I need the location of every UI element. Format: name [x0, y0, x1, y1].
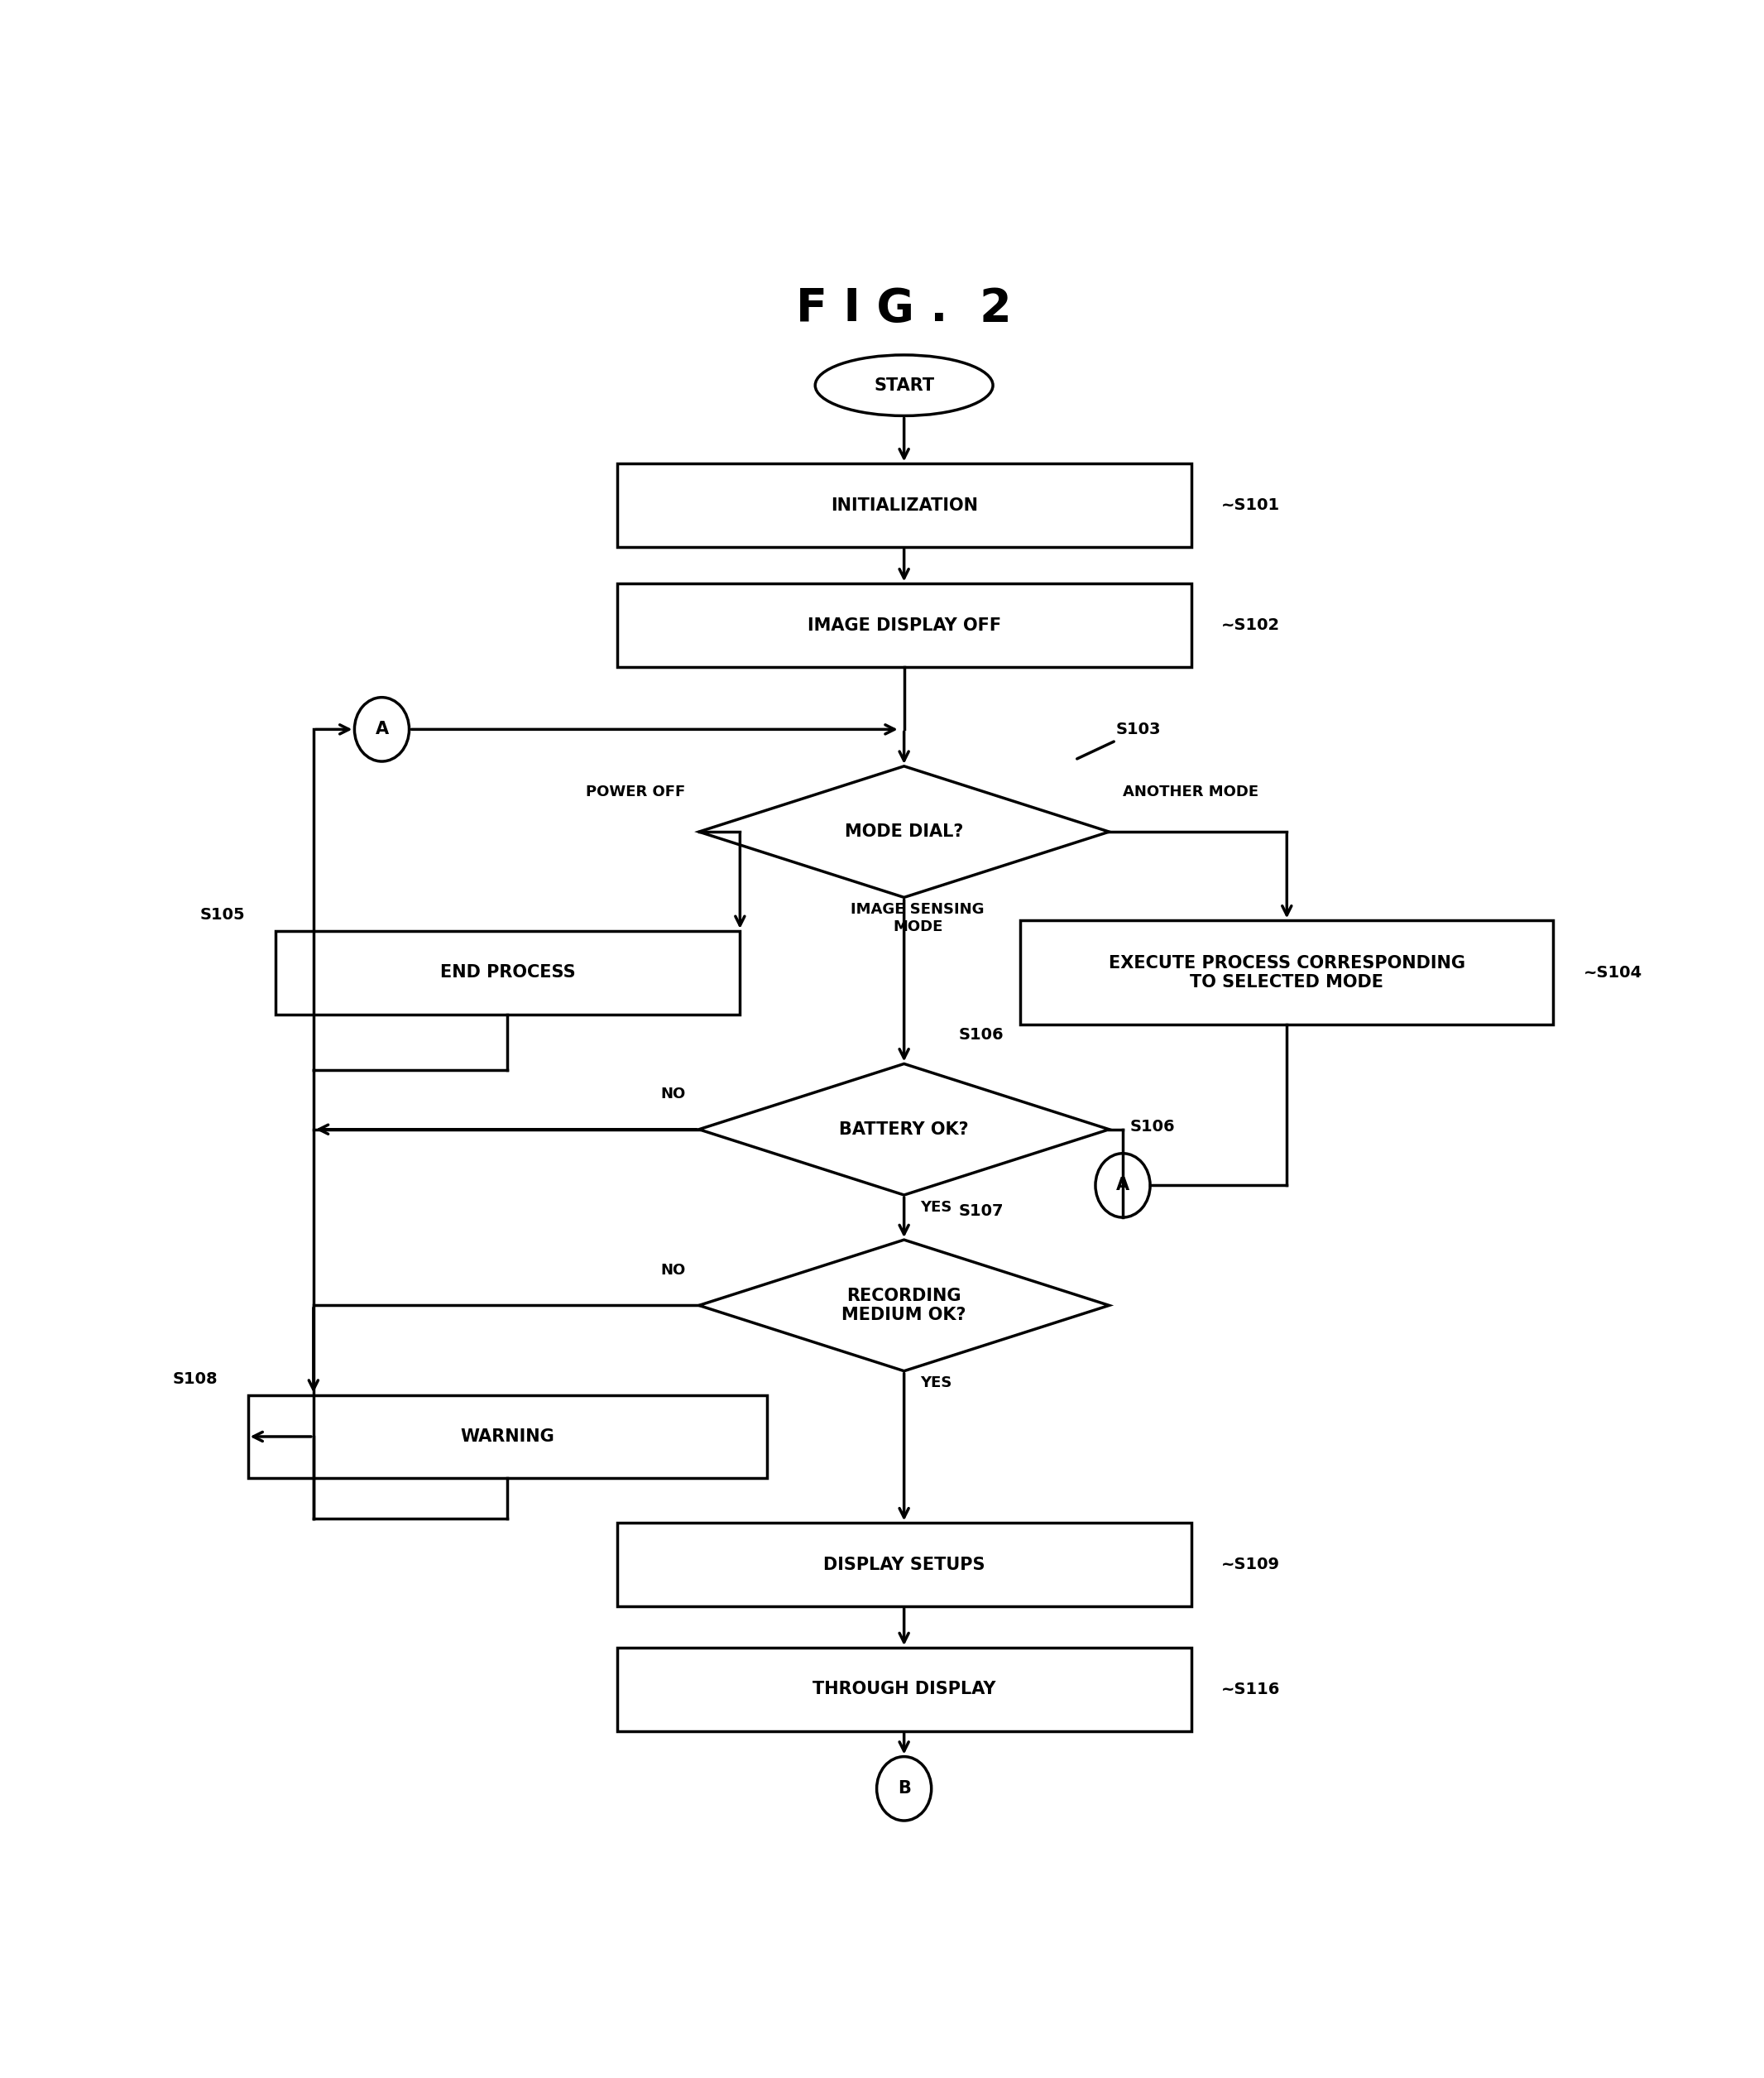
Text: A: A — [376, 721, 388, 738]
Text: A: A — [1117, 1176, 1129, 1193]
Text: S105: S105 — [199, 908, 245, 923]
Text: ~S109: ~S109 — [1221, 1556, 1281, 1573]
Text: RECORDING
MEDIUM OK?: RECORDING MEDIUM OK? — [841, 1288, 967, 1324]
Text: NO: NO — [660, 1087, 684, 1101]
Text: WARNING: WARNING — [460, 1428, 554, 1444]
Text: S108: S108 — [173, 1371, 217, 1386]
Text: ANOTHER MODE: ANOTHER MODE — [1124, 783, 1258, 800]
Bar — [247, 1394, 767, 1477]
Text: ~S101: ~S101 — [1221, 497, 1281, 513]
Text: BATTERY OK?: BATTERY OK? — [840, 1122, 968, 1137]
Text: IMAGE DISPLAY OFF: IMAGE DISPLAY OFF — [808, 617, 1000, 634]
Text: END PROCESS: END PROCESS — [439, 964, 575, 981]
Text: S106: S106 — [960, 1027, 1004, 1043]
Text: S103: S103 — [1117, 721, 1161, 738]
Text: ~S102: ~S102 — [1221, 617, 1281, 634]
Bar — [1020, 921, 1554, 1024]
Text: NO: NO — [660, 1263, 684, 1278]
Text: INITIALIZATION: INITIALIZATION — [831, 497, 977, 513]
Text: ~S104: ~S104 — [1584, 964, 1642, 981]
Text: EXECUTE PROCESS CORRESPONDING
TO SELECTED MODE: EXECUTE PROCESS CORRESPONDING TO SELECTE… — [1108, 954, 1466, 991]
Text: IMAGE SENSING
MODE: IMAGE SENSING MODE — [850, 902, 984, 935]
Bar — [617, 1648, 1191, 1731]
Text: YES: YES — [921, 1376, 953, 1390]
Text: START: START — [873, 376, 935, 393]
Text: B: B — [898, 1781, 910, 1797]
Bar — [617, 584, 1191, 667]
Text: ~S116: ~S116 — [1221, 1681, 1281, 1698]
Text: YES: YES — [921, 1199, 953, 1216]
Text: S107: S107 — [960, 1203, 1004, 1220]
Bar — [275, 931, 741, 1014]
Bar — [617, 463, 1191, 547]
Text: MODE DIAL?: MODE DIAL? — [845, 823, 963, 840]
Bar — [617, 1523, 1191, 1606]
Text: DISPLAY SETUPS: DISPLAY SETUPS — [824, 1556, 984, 1573]
Text: F I G .  2: F I G . 2 — [796, 287, 1013, 330]
Text: THROUGH DISPLAY: THROUGH DISPLAY — [813, 1681, 995, 1698]
Text: POWER OFF: POWER OFF — [586, 783, 684, 800]
Text: S106: S106 — [1129, 1118, 1175, 1135]
